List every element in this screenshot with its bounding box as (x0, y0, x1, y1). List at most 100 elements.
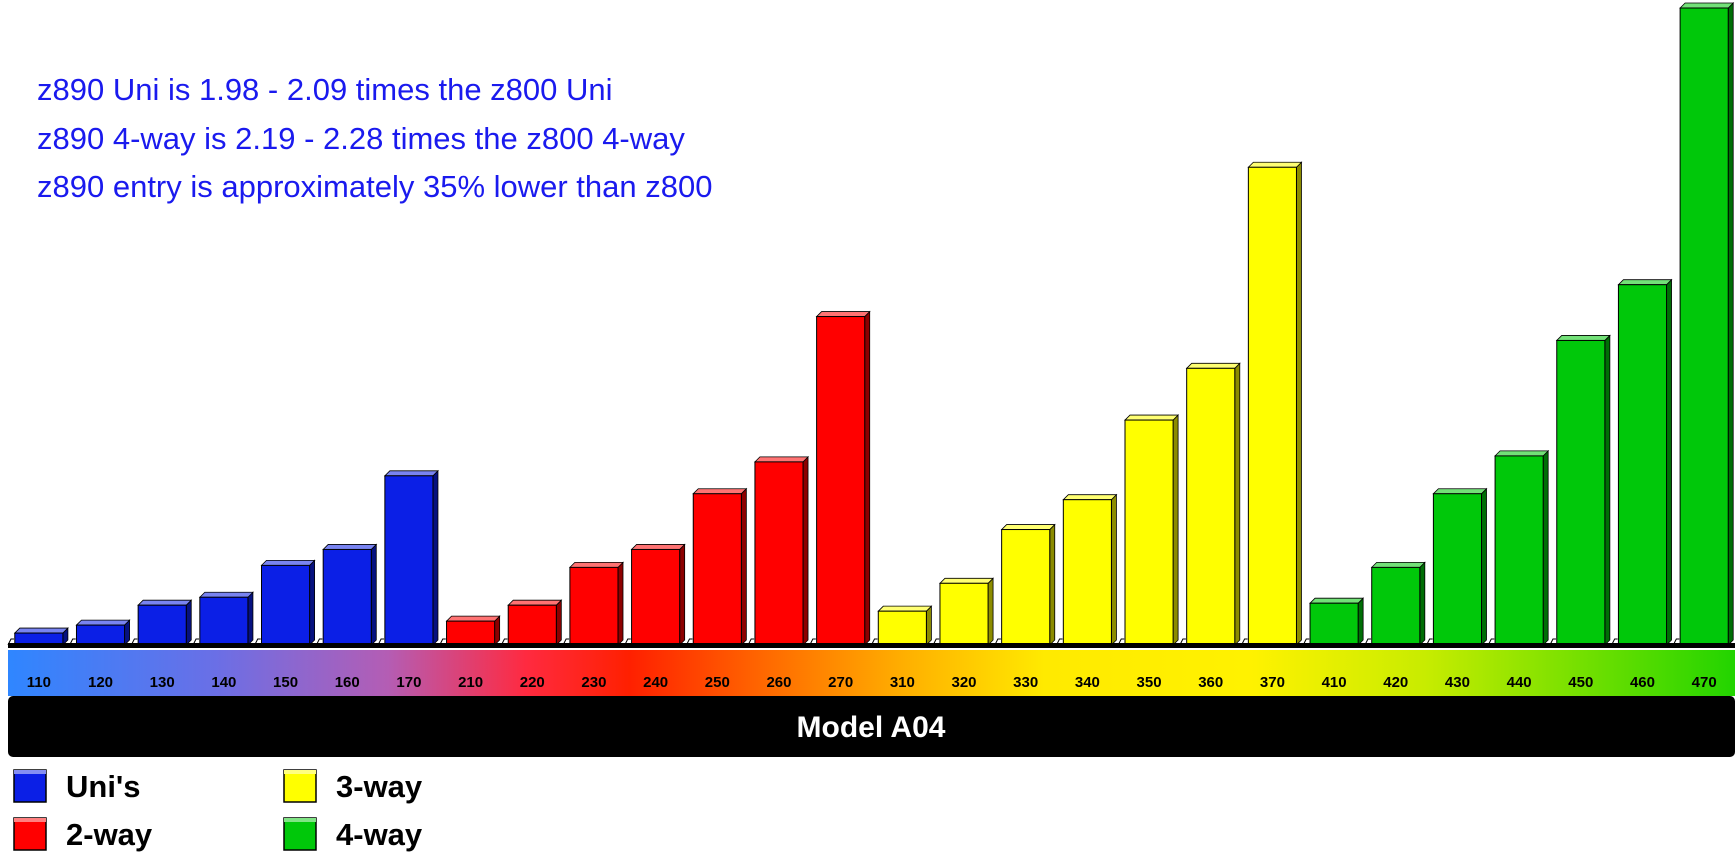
legend-label: 3-way (336, 769, 423, 804)
tick-label-210: 210 (458, 674, 483, 691)
legend-swatch-highlight (14, 818, 46, 822)
bar-front-330 (1001, 529, 1051, 646)
tick-label-360: 360 (1198, 674, 1223, 691)
bar-side-420 (1419, 561, 1426, 646)
bar-front-210 (446, 620, 496, 646)
bar-top-340 (1062, 494, 1118, 501)
tick-label-230: 230 (581, 674, 606, 691)
bar-240 (630, 543, 686, 646)
bar-360 (1185, 362, 1241, 646)
bar-310 (877, 605, 933, 646)
bar-410 (1309, 597, 1365, 646)
legend-item-3-way: 3-way (283, 769, 423, 804)
bar-side-170 (432, 469, 439, 646)
bar-top-220 (507, 599, 563, 606)
x-axis-title-bar (8, 696, 1735, 757)
bar-top-150 (260, 559, 316, 566)
bar-top-430 (1432, 488, 1488, 495)
bar-front-250 (692, 493, 742, 646)
bar-side-440 (1542, 449, 1549, 646)
tick-label-320: 320 (952, 674, 977, 691)
tick-label-340: 340 (1075, 674, 1100, 691)
bars-group (7, 2, 1735, 646)
bar-top-260 (753, 456, 810, 463)
bar-110 (13, 627, 69, 646)
tick-labels: 110 120 130 140 150 160 170 210 220 230 240 250 260 2… (27, 674, 1717, 691)
bar-front-360 (1186, 367, 1236, 646)
bar-front-320 (939, 582, 989, 646)
tick-label-440: 440 (1507, 674, 1532, 691)
bar-front-220 (507, 604, 557, 646)
bar-front-260 (754, 461, 804, 646)
bar-side-450 (1604, 334, 1611, 646)
tick-label-240: 240 (643, 674, 668, 691)
bar-side-150 (309, 559, 316, 646)
bar-top-210 (445, 615, 501, 622)
bar-side-370 (1296, 161, 1302, 646)
bar-side-470 (1727, 2, 1734, 646)
bar-front-150 (260, 564, 311, 646)
bar-top-460 (1617, 279, 1673, 286)
bar-side-320 (987, 577, 994, 646)
bar-side-330 (1049, 523, 1056, 646)
bar-370 (1247, 161, 1303, 646)
bar-front-470 (1679, 7, 1729, 646)
legend-swatch (283, 817, 317, 851)
tick-label-260: 260 (766, 674, 791, 691)
bar-side-160 (370, 543, 377, 646)
bar-top-250 (692, 488, 748, 495)
tick-label-270: 270 (828, 674, 853, 691)
bar-470 (1679, 2, 1735, 646)
bar-top-140 (198, 591, 254, 598)
bar-top-170 (383, 470, 439, 477)
bar-top-370 (1247, 161, 1303, 168)
bar-side-250 (740, 487, 747, 646)
bar-front-430 (1432, 493, 1483, 646)
bar-side-340 (1111, 493, 1117, 646)
annotation-entry: z890 entry is approximately 35% lower th… (37, 169, 712, 204)
bar-side-350 (1172, 414, 1179, 646)
bar-front-340 (1062, 499, 1112, 646)
legend-label: Uni's (66, 769, 141, 804)
legend-swatch (13, 769, 47, 803)
bar-side-460 (1666, 278, 1672, 646)
bar-side-270 (864, 310, 871, 646)
bar-210 (445, 615, 501, 646)
bar-front-420 (1371, 566, 1421, 646)
bar-top-420 (1370, 561, 1426, 568)
baseline (8, 643, 1735, 648)
bar-front-450 (1556, 339, 1606, 646)
bar-150 (260, 559, 316, 646)
tick-label-310: 310 (890, 674, 915, 691)
bar-front-240 (631, 548, 681, 646)
bar-front-460 (1617, 284, 1668, 646)
bar-front-130 (137, 604, 187, 646)
bar-440 (1494, 449, 1550, 646)
legend-item-2-way: 2-way (13, 817, 153, 852)
bar-top-450 (1555, 335, 1611, 341)
bar-side-410 (1357, 597, 1364, 646)
legend-label: 2-way (66, 817, 153, 852)
x-axis-title: Model A04 (797, 711, 946, 744)
bar-top-440 (1494, 450, 1550, 457)
tick-label-150: 150 (273, 674, 298, 691)
bar-top-320 (938, 577, 995, 584)
bar-320 (938, 577, 995, 646)
bar-460 (1617, 278, 1673, 646)
tick-label-220: 220 (520, 674, 545, 691)
bar-side-310 (925, 605, 932, 646)
bar-top-330 (1000, 524, 1056, 530)
bar-top-110 (13, 627, 69, 634)
bar-front-230 (569, 566, 619, 646)
bar-250 (692, 487, 748, 646)
annotations: z890 Uni is 1.98 - 2.09 times the z800 U… (37, 72, 712, 204)
bar-450 (1555, 334, 1611, 646)
bar-side-240 (679, 543, 686, 646)
tick-label-430: 430 (1445, 674, 1470, 691)
bar-top-360 (1185, 362, 1241, 369)
bar-top-310 (877, 605, 933, 612)
bar-front-120 (75, 624, 126, 646)
bar-front-310 (877, 610, 927, 646)
bar-side-220 (555, 599, 562, 646)
